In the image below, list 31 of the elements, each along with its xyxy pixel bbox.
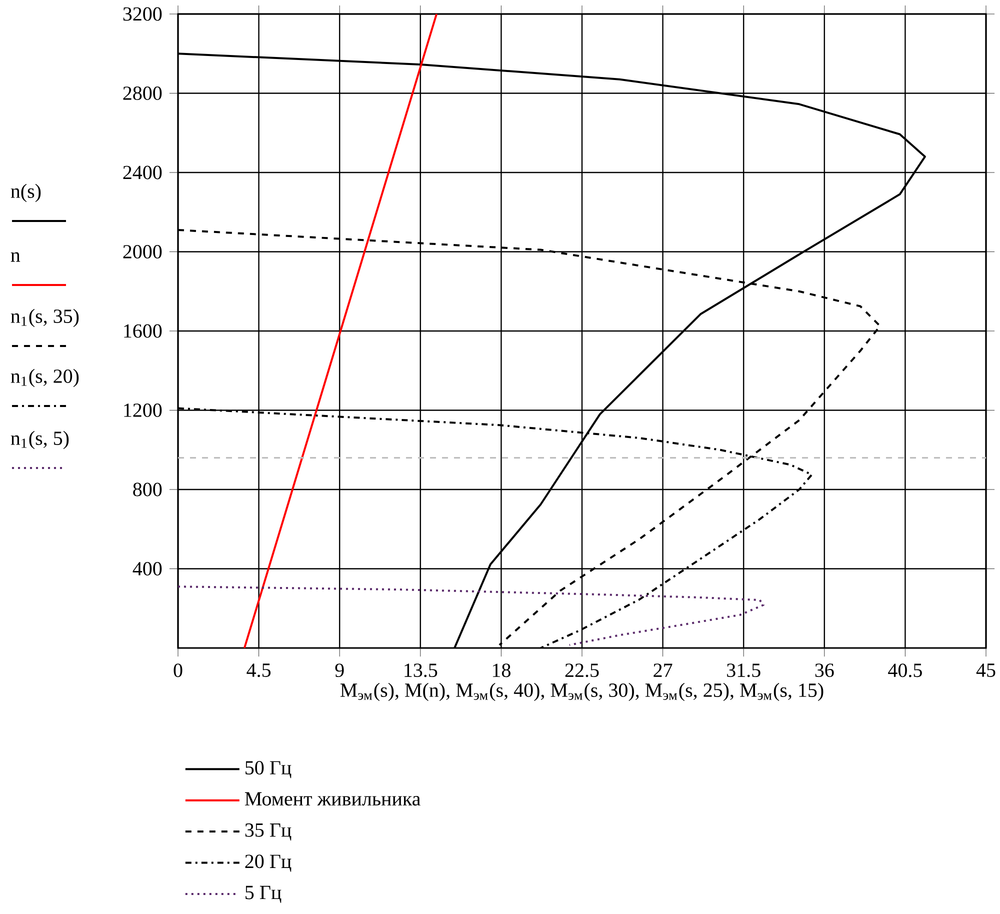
y-tick-label: 400	[132, 562, 162, 576]
y-tick-label: 2400	[123, 166, 162, 180]
y-tick-label: 1600	[124, 324, 162, 338]
x-tick-label: 36	[815, 664, 834, 678]
text: n$_{1}$(s, 5)	[10, 430, 69, 450]
legend-label: Момент живильника	[244, 792, 420, 806]
y-tick-label: 2800	[123, 86, 162, 100]
text: n	[10, 252, 20, 262]
x-tick-label: 13.5	[404, 664, 438, 678]
x-tick-label: 9	[335, 664, 344, 678]
text: M$_{эм}$(s), M(n), M$_{эм}$(s, 40), M$_{эм}$(s, 30), M$_{эм}$(s, 25), M$_{эм}$(s, 15)	[340, 682, 824, 702]
y-tick-label: 800	[133, 482, 162, 496]
y-tick-label: 2000	[123, 245, 162, 258]
y-tick-label: 1200	[124, 404, 162, 417]
legend-label: 35 Гц	[245, 823, 292, 840]
legend-label: 20 Гц	[245, 854, 292, 872]
text: n(s)	[10, 184, 41, 202]
x-tick-label: 18	[492, 664, 510, 678]
y-tick-label: 3200	[123, 7, 162, 21]
legend-label: 50 Гц	[246, 761, 292, 778]
text: n$_{1}$(s, 35)	[10, 308, 79, 328]
x-tick-label: 4.5	[246, 664, 271, 678]
text: n$_{1}$(s, 20)	[10, 368, 79, 388]
x-tick-label: 45	[976, 664, 996, 677]
x-tick-label: 31.5	[727, 664, 760, 678]
line-series	[178, 586, 764, 646]
x-tick-label: 40.5	[888, 664, 922, 678]
x-tick-label: 22.5	[565, 664, 599, 678]
legend-label: 5 Гц	[246, 886, 282, 903]
x-tick-label: 27	[654, 664, 672, 677]
x-tick-label: 0	[174, 664, 182, 678]
